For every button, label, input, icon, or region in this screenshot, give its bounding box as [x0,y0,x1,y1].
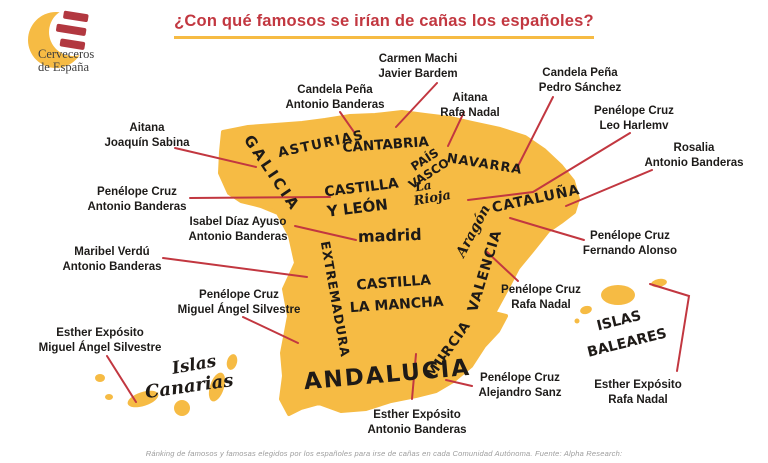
connector-extremadura [162,257,308,278]
celebrity-line2: Leo Harlemv [599,119,669,132]
celebrity-label-castilla-mancha: Penélope Cruz Miguel Ángel Silvestre [178,288,301,317]
celebrity-line2: Miguel Ángel Silvestre [38,341,162,354]
connector-navarra [516,96,554,169]
celebrity-label-extremadura: Maribel Verdú Antonio Banderas [62,245,161,274]
source-caption: Ránking de famosos y famosas elegidos po… [145,449,623,458]
connector-andalucia [411,353,417,400]
celebrity-line2: Antonio Banderas [644,156,744,169]
celebrity-line1: Penélope Cruz [97,186,177,198]
celebrity-line1: Penélope Cruz [501,284,581,296]
celebrity-line2: Antonio Banderas [188,230,288,243]
celebrity-line1: Aitana [452,92,488,104]
celebrity-line1: Aitana [129,122,165,134]
connector-valencia [486,251,519,282]
celebrity-line1: Candela Peña [542,67,618,79]
connector-asturias [339,111,355,133]
celebrity-line2: Antonio Banderas [62,260,162,273]
celebrity-line2: Fernando Alonso [582,244,678,257]
logo-e-bars [56,10,89,50]
region-label-cantabria: CANTABRIA [342,134,430,156]
celebrity-line1: Isabel Díaz Ayuso [189,216,287,228]
celebrity-label-la-rioja: Penélope Cruz Leo Harlemv [594,104,674,133]
celebrity-label-valencia: Penélope Cruz Rafa Nadal [501,283,581,312]
connector-murcia [445,379,473,387]
celebrity-label-andalucia: Esther Expósito Antonio Banderas [367,408,466,437]
logo-line2: de España [38,60,90,74]
celebrity-line1: Carmen Machi [378,53,458,65]
celebrity-line2: Joaquín Sabina [104,136,190,149]
connector-pais-vasco [447,111,465,147]
celebrity-line2: Rafa Nadal [511,298,571,311]
header: ¿Con qué famosos se irían de cañas los e… [0,12,768,39]
region-label-baleares-1: ISLAS [595,308,643,334]
connector-castilla-mancha [242,316,299,344]
region-label-castilla-mancha-2: LA MANCHA [349,294,444,317]
connector-madrid [294,225,357,241]
celebrity-label-madrid: Isabel Díaz Ayuso Antonio Banderas [188,215,287,244]
cerveceros-logo [28,8,97,68]
celebrity-line1: Esther Expósito [594,379,682,391]
celebrity-line1: Penélope Cruz [480,372,560,384]
connector-cataluna [565,169,653,207]
balearic-islands [574,278,667,324]
celebrity-label-canarias: Esther Expósito Miguel Ángel Silvestre [39,326,162,355]
connector-canarias [106,355,137,403]
celebrity-label-navarra: Candela Peña Pedro Sánchez [539,66,621,95]
celebrity-label-cantabria: Carmen Machi Javier Bardem [378,52,457,81]
region-label-la-rioja-2: Rioja [412,188,453,209]
connector-lines [106,82,691,403]
celebrity-line2: Alejandro Sanz [478,386,562,399]
celebrity-label-baleares: Esther Expósito Rafa Nadal [594,378,682,407]
celebrity-label-pais-vasco: Aitana Rafa Nadal [440,91,499,120]
logo-text: Cerveceros de España [38,48,94,74]
celebrity-line1: Esther Expósito [56,327,144,339]
connector-baleares [649,283,691,372]
canary-islands [95,354,238,416]
celebrity-line1: Maribel Verdú [74,246,150,258]
celebrity-line2: Javier Bardem [378,67,458,80]
celebrity-label-cataluna: Rosalia Antonio Banderas [644,141,743,170]
celebrity-line2: Rafa Nadal [440,106,500,119]
region-label-castilla-mancha-1: CASTILLA [356,272,432,293]
connector-aragon [509,217,585,241]
celebrity-line2: Antonio Banderas [285,98,385,111]
celebrity-line2: Antonio Banderas [87,200,187,213]
connector-la-rioja [467,132,631,201]
celebrity-line1: Penélope Cruz [199,289,279,301]
connector-galicia [174,147,257,168]
celebrity-line1: Penélope Cruz [594,105,674,117]
celebrity-line2: Pedro Sánchez [538,81,622,94]
celebrity-label-castilla-leon: Penélope Cruz Antonio Banderas [87,185,186,214]
celebrity-label-murcia: Penélope Cruz Alejandro Sanz [478,371,561,400]
celebrity-line1: Rosalia [673,142,715,154]
celebrity-line1: Esther Expósito [373,409,461,421]
celebrity-label-galicia: Aitana Joaquín Sabina [105,121,190,150]
page-title: ¿Con qué famosos se irían de cañas los e… [174,12,594,39]
celebrity-line1: Candela Peña [297,84,373,96]
region-label-madrid: madrid [358,225,422,246]
celebrity-line2: Antonio Banderas [367,423,467,436]
celebrity-line1: Penélope Cruz [590,230,670,242]
connector-castilla-leon [189,196,331,199]
celebrity-line2: Rafa Nadal [608,393,668,406]
logo-line1: Cerveceros [38,47,95,61]
celebrity-line2: Miguel Ángel Silvestre [177,303,301,316]
region-label-la-rioja-1: La [413,178,432,195]
celebrity-label-aragon: Penélope Cruz Fernando Alonso [583,229,677,258]
spain-peninsula [218,110,580,416]
connector-cantabria [395,82,438,128]
celebrity-label-asturias: Candela Peña Antonio Banderas [285,83,384,112]
